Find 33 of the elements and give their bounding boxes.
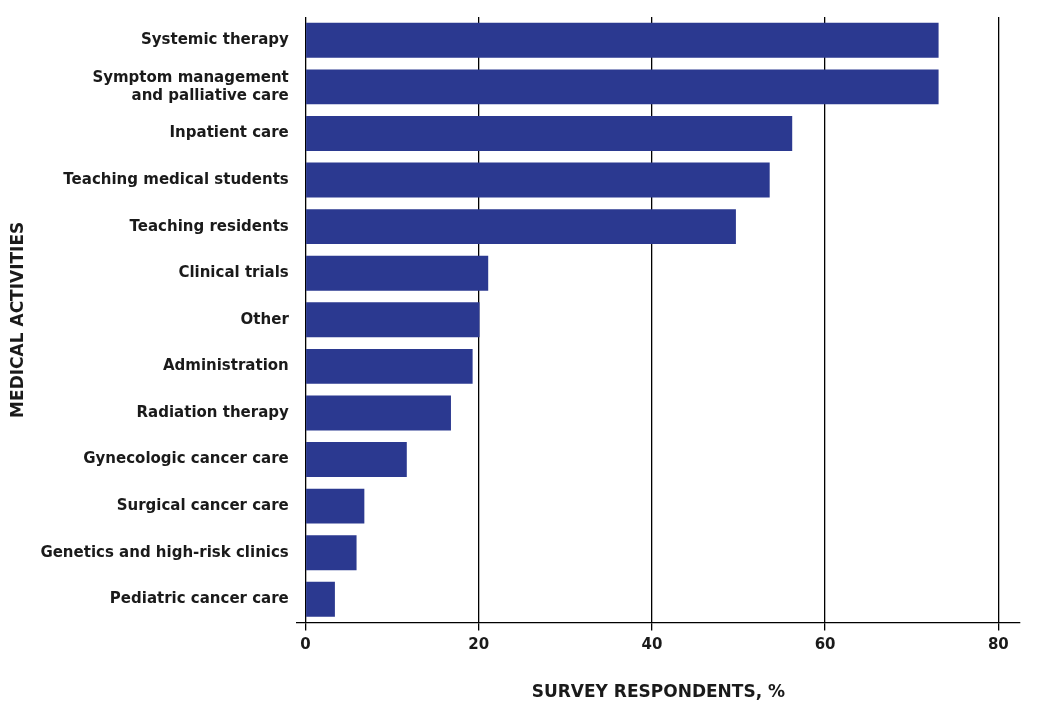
y-tick-label: Teaching medical students	[63, 169, 289, 188]
bar	[306, 69, 939, 105]
x-axis-title: SURVEY RESPONDENTS, %	[531, 681, 786, 702]
x-tick-label: 40	[641, 635, 663, 654]
y-tick-label: Other	[240, 309, 290, 328]
x-tick-label: 0	[300, 635, 311, 654]
bar	[306, 209, 736, 245]
x-tick-label: 60	[814, 635, 836, 654]
y-axis-title: MEDICAL ACTIVITIES	[6, 221, 27, 418]
y-tick-label: Gynecologic cancer care	[83, 449, 289, 468]
x-tick-label: 80	[987, 635, 1009, 654]
y-tick-label: Surgical cancer care	[116, 496, 289, 515]
bar	[306, 348, 473, 384]
bar	[306, 581, 335, 617]
y-tick-label: Inpatient care	[169, 123, 289, 142]
bar	[306, 488, 365, 524]
bar	[306, 395, 451, 431]
y-tick-label: Clinical trials	[178, 263, 289, 282]
y-tick-label: Genetics and high-risk clinics	[40, 542, 289, 561]
y-tick-label: Administration	[162, 356, 289, 375]
bar	[306, 162, 770, 198]
y-tick-label: Pediatric cancer care	[109, 589, 289, 608]
bar	[306, 255, 489, 291]
x-tick-label: 20	[468, 635, 490, 654]
y-tick-label: Teaching residents	[129, 216, 289, 235]
y-tick-label: Symptom management and palliative care	[92, 67, 289, 104]
y-tick-label: Systemic therapy	[141, 30, 290, 49]
bar	[306, 22, 939, 58]
bar	[306, 115, 793, 151]
bar	[306, 535, 357, 571]
bar	[306, 442, 407, 478]
y-tick-label: Radiation therapy	[136, 402, 290, 421]
bar	[306, 302, 480, 338]
